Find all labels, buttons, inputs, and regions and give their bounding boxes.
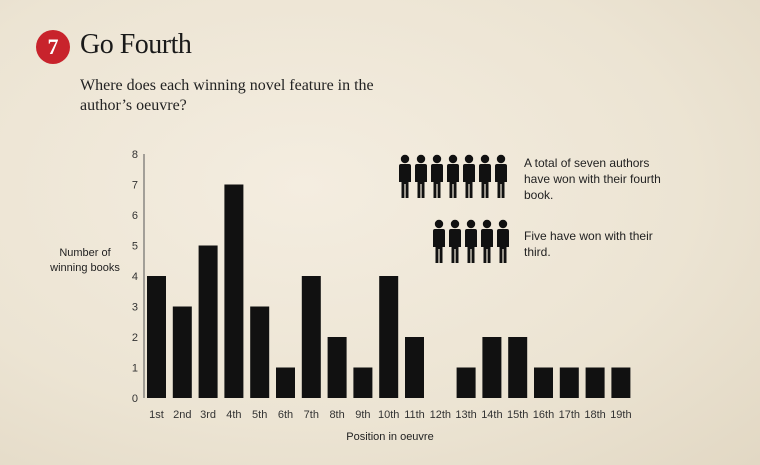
y-tick-label: 1 (132, 363, 138, 375)
chart-subtitle: Where does each winning novel feature in… (80, 77, 374, 114)
y-tick-label: 0 (132, 393, 138, 405)
x-tick-label: 18th (584, 409, 605, 421)
bar (508, 337, 528, 398)
x-tick-label: 17th (559, 409, 580, 421)
person-icon (497, 219, 509, 263)
bar (147, 276, 166, 398)
person-icon (481, 219, 493, 263)
annotation-people-group-1 (398, 154, 508, 198)
person-icon (463, 154, 475, 198)
x-tick-label: 15th (507, 409, 528, 421)
x-tick-label: 19th (610, 409, 631, 421)
person-icon (415, 154, 427, 198)
bar (405, 337, 424, 398)
bar (353, 367, 373, 398)
chapter-number-badge: 7 (36, 30, 70, 64)
person-icon (449, 219, 461, 263)
person-icon (447, 154, 459, 198)
x-tick-label: 13th (455, 409, 476, 421)
bar (559, 367, 579, 398)
x-tick-label: 10th (378, 409, 399, 421)
person-icon (495, 154, 507, 198)
bar (172, 306, 192, 398)
x-tick-label: 2nd (173, 409, 191, 421)
x-tick-label: 3rd (200, 409, 216, 421)
x-tick-label: 8th (329, 409, 344, 421)
bar (456, 367, 476, 398)
y-tick-label: 6 (132, 210, 138, 222)
y-tick-label: 7 (132, 180, 138, 192)
annotation-third-book: Five have won with their third. (524, 229, 653, 259)
y-tick-label: 5 (132, 241, 138, 253)
annotation-people-group-2 (432, 219, 510, 263)
bar (224, 184, 244, 398)
bar (611, 367, 631, 398)
y-tick-label: 8 (132, 149, 138, 161)
person-icon (399, 154, 411, 198)
bar (250, 306, 270, 398)
bar (301, 276, 321, 398)
y-tick-label: 4 (132, 271, 138, 283)
x-tick-label: 6th (278, 409, 293, 421)
x-tick-label: 7th (304, 409, 319, 421)
x-tick-label: 14th (481, 409, 502, 421)
person-icon (465, 219, 477, 263)
person-icon (433, 219, 445, 263)
y-tick-label: 3 (132, 302, 138, 314)
bar (534, 367, 553, 398)
bar (379, 276, 399, 398)
x-tick-label: 9th (355, 409, 370, 421)
bar (198, 245, 218, 398)
bar (585, 367, 605, 398)
x-tick-label: 11th (404, 409, 425, 421)
x-tick-label: 16th (533, 409, 554, 421)
annotation-fourth-book: A total of seven authors have won with t… (524, 156, 661, 202)
person-icon (479, 154, 491, 198)
x-tick-label: 1st (149, 409, 164, 421)
bar (482, 337, 502, 398)
x-axis-label: Position in oeuvre (346, 431, 434, 443)
x-tick-label: 4th (226, 409, 241, 421)
x-tick-label: 5th (252, 409, 267, 421)
person-icon (431, 154, 443, 198)
y-axis-label: Number of winning books (50, 247, 120, 274)
bar (276, 367, 295, 398)
bar (327, 337, 347, 398)
chart-title: Go Fourth (80, 29, 192, 60)
x-tick-label: 12th (430, 409, 451, 421)
y-tick-label: 2 (132, 332, 138, 344)
